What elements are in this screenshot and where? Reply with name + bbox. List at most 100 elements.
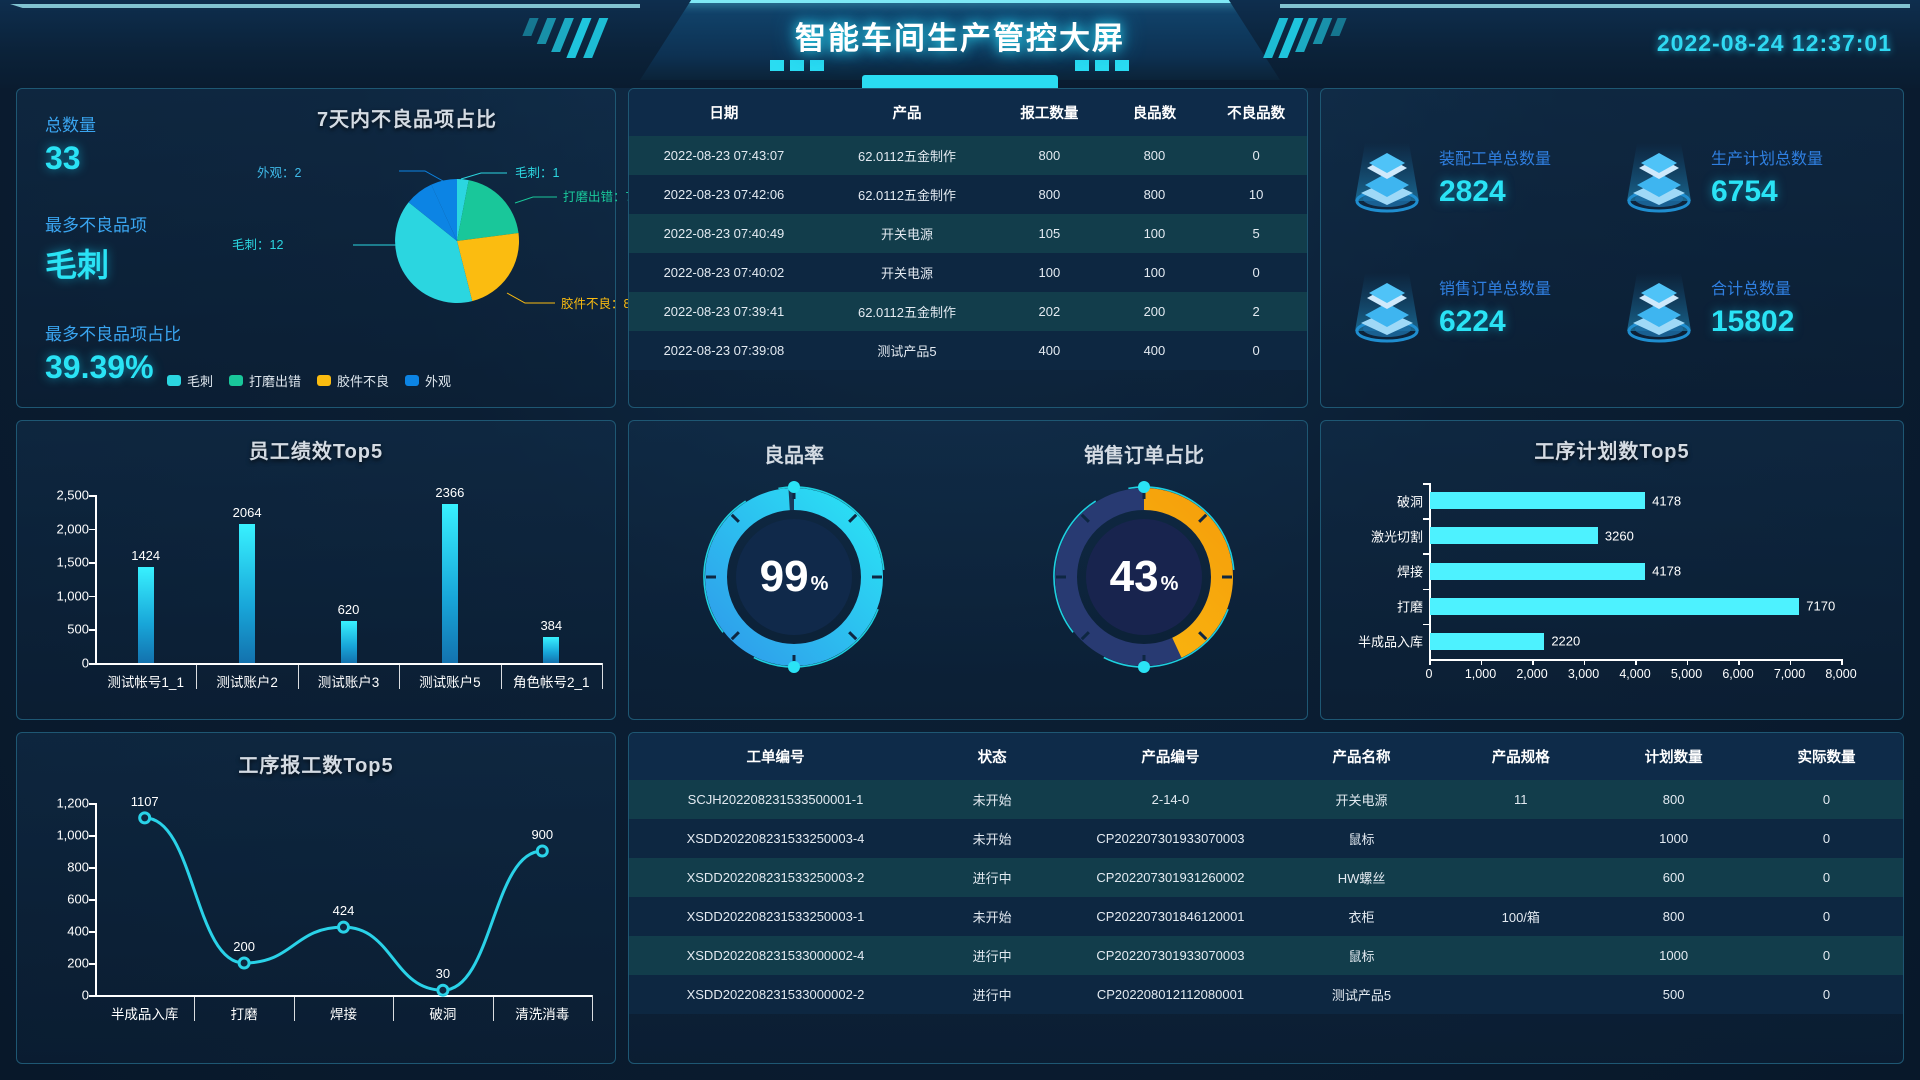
table-cell: 2022-08-23 07:40:49 xyxy=(629,214,819,253)
bar[interactable] xyxy=(441,504,458,663)
table-cell: 5 xyxy=(1205,214,1307,253)
table-cell: 进行中 xyxy=(922,975,1063,1014)
bar[interactable] xyxy=(1430,562,1646,580)
x-axis-tick: 6,000 xyxy=(1722,667,1754,681)
table-cell: 开关电源 xyxy=(818,253,996,292)
col-reported-qty: 报工数量 xyxy=(995,89,1104,136)
legend-label: 胶件不良 xyxy=(337,374,390,389)
x-axis-separator xyxy=(194,995,196,1021)
table-cell: 800 xyxy=(1597,780,1751,819)
y-tick-mark xyxy=(89,803,95,805)
x-tick-mark xyxy=(1686,659,1688,665)
bar[interactable] xyxy=(1430,527,1598,545)
y-axis xyxy=(95,495,97,663)
header-dash-3 xyxy=(810,60,824,71)
y-axis-tick: 200 xyxy=(67,955,89,971)
x-axis-category: 测试帐号1_1 xyxy=(107,675,184,690)
table-cell: 800 xyxy=(995,175,1104,214)
table-row[interactable]: 2022-08-23 07:39:41 62.0112五金制作 202 200 2 xyxy=(629,292,1307,331)
table-row[interactable]: SCJH202208231533500001-1 未开始 2-14-0 开关电源 11 8… xyxy=(629,780,1903,819)
totals-cards-panel: 装配工单总数量 2824 生产计划总数量 6754 xyxy=(1320,88,1904,408)
kpi-card-production-plans[interactable]: 生产计划总数量 6754 xyxy=(1611,117,1891,237)
y-axis-tick: 1,000 xyxy=(56,588,89,604)
table-cell: 进行中 xyxy=(922,858,1063,897)
kpi-card-value: 6754 xyxy=(1711,175,1778,208)
table-cell: 0 xyxy=(1750,819,1903,858)
kpi-card-grand-total[interactable]: 合计总数量 15802 xyxy=(1611,247,1891,367)
col-product: 产品 xyxy=(818,89,996,136)
y-tick-mark xyxy=(89,595,95,598)
table-cell: 800 xyxy=(1103,175,1206,214)
table-row[interactable]: 2022-08-23 07:40:49 开关电源 105 100 5 xyxy=(629,214,1307,253)
legend-item-waiguan[interactable]: 外观 xyxy=(405,371,451,390)
table-row[interactable]: XSDD202208231533000002-4 进行中 CP20220730193… xyxy=(629,936,1903,975)
table-row[interactable]: 2022-08-23 07:42:06 62.0112五金制作 800 800 10 xyxy=(629,175,1307,214)
legend-label: 毛刺 xyxy=(187,374,214,389)
dashboard-header: 智能车间生产管控大屏 2022-08-24 12:37:01 xyxy=(0,0,1920,88)
table-cell: 100/箱 xyxy=(1444,897,1598,936)
table-row[interactable]: XSDD202208231533250003-2 进行中 CP20220730193… xyxy=(629,858,1903,897)
bar-value-label: 2366 xyxy=(435,485,465,500)
table-cell: CP202207301846120001 xyxy=(1062,897,1279,936)
legend-item-damochucuo[interactable]: 打磨出错 xyxy=(229,371,301,390)
y-tick-mark xyxy=(1423,553,1429,555)
bar[interactable] xyxy=(1430,632,1545,650)
table-cell xyxy=(1444,819,1598,858)
table-cell: 10 xyxy=(1205,175,1307,214)
table-cell: CP202207301933070003 xyxy=(1062,936,1279,975)
table-row[interactable]: XSDD202208231533000002-2 进行中 CP20220801211… xyxy=(629,975,1903,1014)
kpi-card-value: 15802 xyxy=(1711,305,1795,338)
legend-item-maoci[interactable]: 毛刺 xyxy=(167,371,213,390)
kpi-card-assembly-orders[interactable]: 装配工单总数量 2824 xyxy=(1339,117,1619,237)
bar[interactable] xyxy=(340,621,357,663)
table-cell: 2-14-0 xyxy=(1062,780,1279,819)
stat-label-total: 总数量 xyxy=(45,116,96,135)
table-cell: 500 xyxy=(1597,975,1751,1014)
x-axis-separator xyxy=(297,663,299,689)
x-axis-category: 打磨 xyxy=(230,1007,258,1022)
table-row[interactable]: 2022-08-23 07:43:07 62.0112五金制作 800 800 0 xyxy=(629,136,1307,175)
bar[interactable] xyxy=(137,567,154,663)
x-axis-category: 清洗消毒 xyxy=(515,1007,570,1022)
kpi-card-label: 装配工单总数量 xyxy=(1439,151,1552,168)
table-row[interactable]: XSDD202208231533250003-4 未开始 CP20220730193… xyxy=(629,819,1903,858)
table-cell: 62.0112五金制作 xyxy=(818,292,996,331)
bar-value-label: 384 xyxy=(540,618,563,634)
table-cell: CP202207301933070003 xyxy=(1062,819,1279,858)
col-status: 状态 xyxy=(922,733,1063,780)
table-cell: 0 xyxy=(1750,936,1903,975)
x-axis-tick: 5,000 xyxy=(1670,667,1703,681)
process-report-line-chart: 1,200 1,000 800 600 400 200 0 1107 半成品入库 200 打磨 424… xyxy=(17,783,617,1063)
defect-ratio-panel: 总数量 33 最多不良品项 毛刺 最多不良品项占比 39.39% 7天内不良品项… xyxy=(16,88,632,408)
stat-value-top-defect: 毛刺 xyxy=(45,247,110,283)
table-row[interactable]: 2022-08-23 07:40:02 开关电源 100 100 0 xyxy=(629,253,1307,292)
kpi-card-text: 销售订单总数量 6224 xyxy=(1439,275,1551,339)
y-tick-mark xyxy=(1423,483,1429,485)
table-cell: 鼠标 xyxy=(1278,819,1445,858)
kpi-card-sales-orders[interactable]: 销售订单总数量 6224 xyxy=(1339,247,1619,367)
x-axis-tick: 3,000 xyxy=(1567,667,1600,681)
defect-stats-group: 总数量 33 最多不良品项 毛刺 最多不良品项占比 39.39% xyxy=(45,111,215,386)
bar-value-label: 7170 xyxy=(1806,598,1836,614)
y-axis xyxy=(95,803,97,995)
bar-value-label: 2220 xyxy=(1551,633,1581,649)
bar[interactable] xyxy=(239,524,256,663)
table-row[interactable]: 2022-08-23 07:39:08 测试产品5 400 400 0 xyxy=(629,331,1307,370)
process-plan-panel: 工序计划数Top5 4178 破洞 3260 激光切割 4178 焊接 7170 打磨 2220… xyxy=(1320,420,1904,720)
legend-item-jiaojian[interactable]: 胶件不良 xyxy=(317,371,389,390)
production-report-table: 日期 产品 报工数量 良品数 不良品数 2022-08-23 07:43:07 6… xyxy=(629,89,1307,370)
legend-label: 打磨出错 xyxy=(249,374,302,389)
x-tick-mark xyxy=(1841,659,1843,665)
bar[interactable] xyxy=(543,637,560,663)
x-tick-mark xyxy=(1532,659,1534,665)
y-axis-tick: 2,000 xyxy=(56,521,89,537)
table-cell: 400 xyxy=(1103,331,1206,370)
kpi-card-value: 6224 xyxy=(1439,305,1506,338)
y-tick-mark xyxy=(1423,623,1429,626)
bar[interactable] xyxy=(1430,492,1646,510)
bar[interactable] xyxy=(1430,597,1800,615)
table-row[interactable]: XSDD202208231533250003-1 未开始 CP20220730184… xyxy=(629,897,1903,936)
x-axis-tick: 8,000 xyxy=(1825,667,1857,681)
process-report-line-panel: 工序报工数Top5 1,200 1,000 800 600 400 200 0 1107 半成品… xyxy=(16,732,616,1064)
stacked-layers-icon xyxy=(1339,129,1435,225)
